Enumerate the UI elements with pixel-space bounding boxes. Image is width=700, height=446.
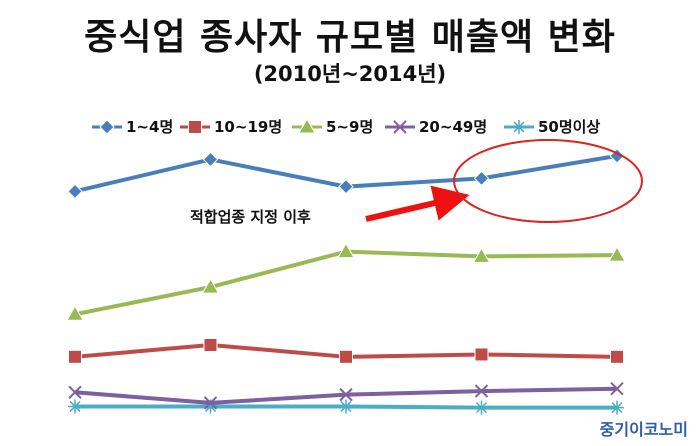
series-3 <box>66 242 626 321</box>
data-point <box>68 385 82 399</box>
legend-item: 5~9명 <box>292 117 373 136</box>
legend-marker <box>99 119 115 135</box>
chart-title: 중식업 종사자 규모별 매출액 변화 <box>84 17 616 58</box>
chart-subtitle: (2010년~2014년) <box>253 62 447 86</box>
data-point <box>610 349 624 364</box>
series-4 <box>68 382 624 410</box>
data-point <box>337 242 355 259</box>
legend-marker <box>393 120 407 134</box>
data-point <box>203 396 218 410</box>
data-point <box>203 399 218 414</box>
plot-area <box>66 148 626 415</box>
data-point <box>201 278 220 294</box>
data-point <box>67 183 83 200</box>
highlight-ellipse <box>453 139 643 223</box>
data-point <box>68 399 82 414</box>
legend-item: 10~19명 <box>180 118 282 136</box>
legend-label: 5~9명 <box>326 118 373 136</box>
legend-item: 20~49명 <box>385 118 487 136</box>
data-point <box>338 178 354 195</box>
data-point <box>339 399 353 414</box>
annotation-layer: 적합업종 지정 이후 <box>190 139 643 226</box>
legend-item: 1~4명 <box>92 118 173 136</box>
data-point <box>339 387 353 402</box>
data-point <box>474 400 489 415</box>
legend-label: 10~19명 <box>214 118 282 136</box>
watermark-text: 중기이코노미 <box>599 420 688 439</box>
data-point <box>610 382 624 396</box>
data-point <box>608 246 626 262</box>
series-1 <box>67 148 625 200</box>
legend-label: 20~49명 <box>419 118 487 136</box>
data-point <box>474 384 489 398</box>
data-point <box>474 347 489 362</box>
data-point <box>202 151 219 168</box>
data-point <box>610 400 624 415</box>
legend-label: 50명이상 <box>538 118 600 136</box>
data-point <box>609 148 625 164</box>
legend-marker <box>298 117 316 134</box>
series-line <box>74 249 618 317</box>
data-point <box>68 349 82 364</box>
data-point <box>203 338 218 352</box>
annotation-arrow <box>365 185 470 222</box>
chart-legend: 1~4명 10~19명 5~9명 20~49명 50명이상 <box>92 117 600 136</box>
legend-label: 1~4명 <box>126 118 173 136</box>
series-5 <box>68 399 624 415</box>
legend-item: 50명이상 <box>504 118 600 136</box>
annotation-text: 적합업종 지정 이후 <box>190 208 311 226</box>
data-point <box>473 170 490 187</box>
series-2 <box>68 338 624 364</box>
legend-marker <box>512 120 526 134</box>
legend-marker <box>188 120 202 134</box>
data-point <box>472 247 491 263</box>
data-point <box>66 305 84 321</box>
data-point <box>339 349 353 364</box>
